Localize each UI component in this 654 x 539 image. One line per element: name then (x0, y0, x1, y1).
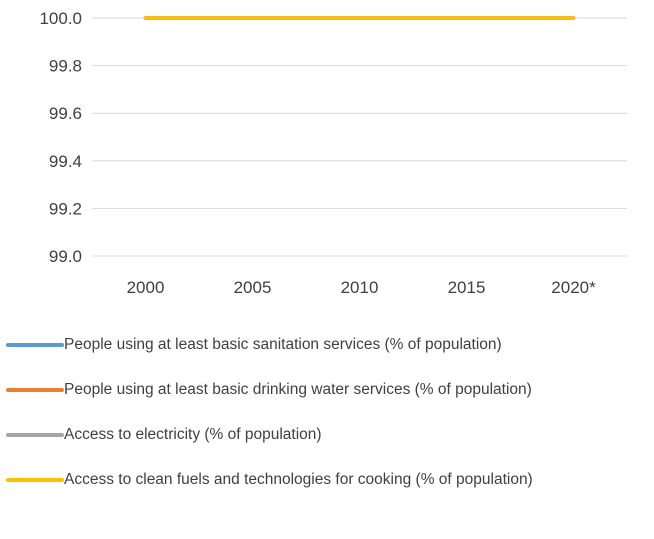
legend-item-sanitation: People using at least basic sanitation s… (6, 328, 654, 362)
y-tick-label: 99.2 (49, 199, 82, 218)
x-axis-ticks: 2000 2005 2010 2015 2020* (127, 278, 597, 297)
legend: People using at least basic sanitation s… (6, 328, 654, 508)
y-tick-label: 99.4 (49, 152, 82, 171)
gridlines (92, 17, 627, 257)
x-tick-label: 2015 (448, 278, 486, 297)
legend-swatch-clean-cooking (6, 478, 64, 482)
x-tick-label: 2005 (234, 278, 272, 297)
legend-swatch-drinking-water (6, 388, 64, 392)
y-tick-label: 99.0 (49, 247, 82, 266)
legend-label-drinking-water: People using at least basic drinking wat… (64, 381, 532, 398)
y-tick-label: 99.6 (49, 104, 82, 123)
legend-item-drinking-water: People using at least basic drinking wat… (6, 373, 654, 407)
line-chart: 100.099.899.699.499.299.0 2000 2005 2010 20… (39, 9, 627, 297)
legend-swatch-electricity (6, 433, 64, 437)
y-axis-ticks: 100.0 99.8 99.6 99.4 99.2 99.0 (39, 9, 82, 266)
x-tick-label: 2010 (341, 278, 379, 297)
legend-label-electricity: Access to electricity (% of population) (64, 426, 322, 443)
legend-swatch-sanitation (6, 343, 64, 347)
legend-label-clean-cooking: Access to clean fuels and technologies f… (64, 471, 533, 488)
legend-item-clean-cooking: Access to clean fuels and technologies f… (6, 463, 654, 497)
y-tick-label: 99.8 (49, 57, 82, 76)
y-tick-label: 100.0 (39, 9, 82, 28)
legend-item-electricity: Access to electricity (% of population) (6, 418, 654, 452)
legend-label-sanitation: People using at least basic sanitation s… (64, 336, 502, 353)
x-tick-label: 2020* (551, 278, 596, 297)
x-tick-label: 2000 (127, 278, 165, 297)
